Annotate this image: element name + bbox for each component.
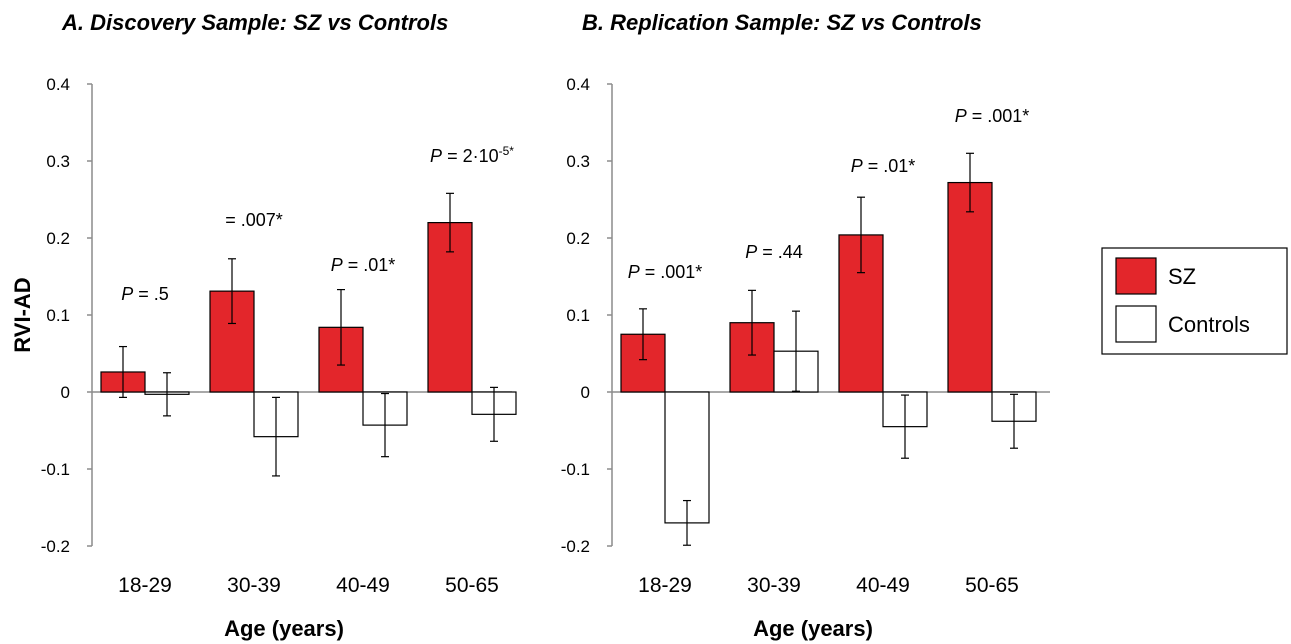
p-value-text: = .007* — [225, 210, 283, 230]
p-italic: P — [331, 255, 343, 275]
y-tick-label: 0.1 — [566, 306, 590, 325]
p-italic: P — [430, 146, 442, 166]
y-axis-title: RVI-AD — [10, 277, 35, 352]
p-value-annotation: P = .001* — [628, 262, 703, 282]
x-tick-label: 30-39 — [227, 574, 281, 597]
p-value-annotation: P = .01* — [851, 156, 916, 176]
chart-title-1: B. Replication Sample: SZ vs Controls — [582, 10, 982, 35]
legend-label-controls: Controls — [1168, 312, 1250, 337]
p-italic: P — [851, 156, 863, 176]
x-tick-label: 50-65 — [965, 574, 1019, 597]
x-tick-label: 18-29 — [118, 574, 172, 597]
y-tick-label: 0.2 — [566, 229, 590, 248]
p-value-text: = .01* — [343, 255, 396, 275]
p-value-annotation: P = .01* — [331, 255, 396, 275]
p-italic: P — [955, 106, 967, 126]
y-tick-label: -0.1 — [41, 460, 70, 479]
p-italic: P — [745, 242, 757, 262]
legend-swatch-controls — [1115, 305, 1157, 343]
x-tick-label: 40-49 — [856, 574, 910, 597]
y-tick-label: 0.3 — [566, 152, 590, 171]
x-tick-label: 40-49 — [336, 574, 390, 597]
p-value-superscript: -5* — [499, 144, 515, 158]
x-tick-label: 30-39 — [747, 574, 801, 597]
y-tick-label: 0.4 — [566, 75, 590, 94]
p-value-annotation: P = .5 — [121, 284, 169, 304]
y-tick-label: -0.2 — [561, 537, 590, 556]
p-value-text: = .001* — [967, 106, 1030, 126]
x-tick-label: 50-65 — [445, 574, 499, 597]
x-axis-title: Age (years) — [224, 616, 344, 641]
y-tick-label: -0.1 — [561, 460, 590, 479]
legend-swatch-sz — [1115, 257, 1157, 295]
p-value-text: = .001* — [640, 262, 703, 282]
legend-label-sz: SZ — [1168, 264, 1196, 289]
bar-sz-50-65 — [947, 181, 993, 393]
y-tick-label: 0.3 — [46, 152, 70, 171]
p-value-text: = .01* — [863, 156, 916, 176]
p-italic: P — [121, 284, 133, 304]
y-tick-label: 0.4 — [46, 75, 70, 94]
p-italic: P — [628, 262, 640, 282]
y-tick-label: 0 — [61, 383, 70, 402]
p-value-text: = 2·10 — [442, 146, 499, 166]
y-tick-label: -0.2 — [41, 537, 70, 556]
x-tick-label: 18-29 — [638, 574, 692, 597]
p-value-annotation: = .007* — [225, 210, 283, 230]
p-value-annotation: P = 2·10-5* — [430, 144, 514, 166]
p-value-annotation: P = .001* — [955, 106, 1030, 126]
y-tick-label: 0.2 — [46, 229, 70, 248]
y-tick-label: 0.1 — [46, 306, 70, 325]
p-value-annotation: P = .44 — [745, 242, 803, 262]
y-tick-label: 0 — [581, 383, 590, 402]
chart-title-0: A. Discovery Sample: SZ vs Controls — [61, 10, 448, 35]
p-value-text: = .5 — [133, 284, 169, 304]
x-axis-title: Age (years) — [753, 616, 873, 641]
p-value-text: = .44 — [757, 242, 803, 262]
